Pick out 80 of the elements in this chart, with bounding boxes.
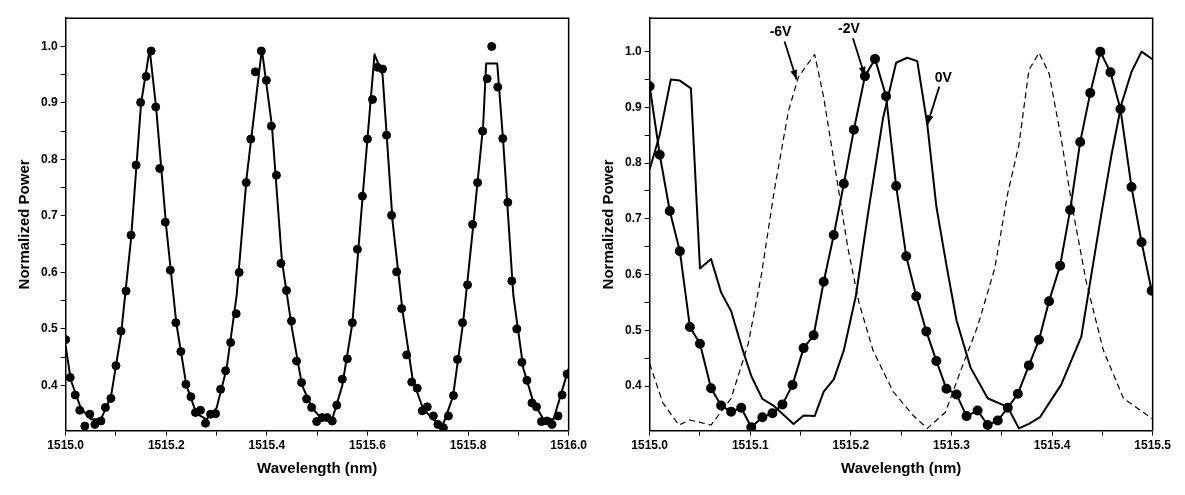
x-tick-label: 1515.3	[933, 438, 971, 453]
point	[706, 383, 717, 394]
y-tick-label: 0.7	[624, 211, 642, 226]
y-tick-label: 0.9	[624, 99, 642, 114]
point	[787, 379, 798, 390]
x-tick-label: 1515.2	[832, 438, 870, 453]
x-tick-label: 1516.0	[550, 438, 588, 453]
y-tick-label: 0.7	[40, 208, 58, 223]
point	[808, 330, 819, 341]
point	[1044, 296, 1055, 307]
y-tick-label: 0.4	[40, 377, 58, 392]
point	[951, 389, 962, 400]
point	[881, 91, 892, 102]
point	[972, 405, 983, 416]
point	[674, 246, 685, 257]
point	[931, 355, 942, 366]
point	[654, 149, 665, 160]
point	[1075, 136, 1086, 147]
point	[1136, 237, 1147, 248]
point	[848, 124, 859, 135]
point	[757, 412, 768, 423]
point	[838, 178, 849, 189]
annotation: -6V	[769, 23, 793, 40]
point	[736, 402, 747, 413]
point	[1012, 388, 1023, 399]
x-tick-label: 1515.1	[731, 438, 769, 453]
point	[1033, 334, 1044, 345]
point	[1002, 402, 1013, 413]
point	[746, 422, 757, 431]
y-tick-label: 0.8	[40, 151, 58, 166]
point	[870, 53, 881, 64]
point	[1065, 204, 1076, 215]
point	[941, 383, 952, 394]
point	[911, 291, 922, 302]
y-tick-label: 1.0	[40, 38, 58, 53]
point	[982, 420, 993, 431]
point	[726, 406, 737, 417]
y-tick-label: 0.8	[624, 155, 642, 170]
x-tick-label: 1515.4	[1033, 438, 1071, 453]
point	[1105, 67, 1116, 78]
x-tick-label: 1515.0	[47, 438, 85, 453]
point	[1095, 46, 1106, 57]
y-tick-label: 0.5	[40, 321, 58, 336]
annotation: 0V	[934, 68, 953, 85]
point	[798, 343, 809, 354]
y-tick-label: 0.5	[624, 322, 642, 337]
point	[1126, 182, 1137, 193]
point	[901, 251, 912, 262]
y-axis-title: Normalized Power	[599, 159, 617, 290]
y-tick-label: 0.6	[624, 266, 642, 281]
y-tick-label: 0.4	[624, 378, 642, 393]
point	[818, 276, 829, 287]
x-tick-label: 1515.2	[147, 438, 185, 453]
y-tick-label: 1.0	[624, 43, 642, 58]
point	[684, 321, 695, 332]
x-tick-label: 1515.6	[349, 438, 387, 453]
x-axis-title: Wavelength (nm)	[257, 459, 378, 477]
point	[1055, 260, 1066, 271]
y-tick-label: 0.6	[40, 264, 58, 279]
point	[828, 229, 839, 240]
x-tick-label: 1515.5	[1134, 438, 1172, 453]
x-tick-label: 1515.8	[449, 438, 487, 453]
point	[1115, 104, 1126, 115]
point	[1023, 360, 1034, 371]
point	[664, 206, 675, 217]
point	[694, 338, 705, 349]
point	[716, 400, 727, 411]
point	[891, 180, 902, 191]
point	[921, 326, 932, 337]
y-axis-title: Normalized Power	[15, 159, 33, 290]
point	[961, 411, 972, 422]
x-tick-label: 1515.0	[631, 438, 669, 453]
x-axis-title: Wavelength (nm)	[841, 459, 962, 477]
y-tick-label: 0.9	[40, 95, 58, 110]
point	[767, 408, 778, 419]
point	[992, 415, 1003, 426]
point	[777, 399, 788, 410]
point	[1085, 87, 1096, 98]
annotation: -2V	[838, 20, 861, 37]
x-tick-label: 1515.4	[248, 438, 286, 453]
